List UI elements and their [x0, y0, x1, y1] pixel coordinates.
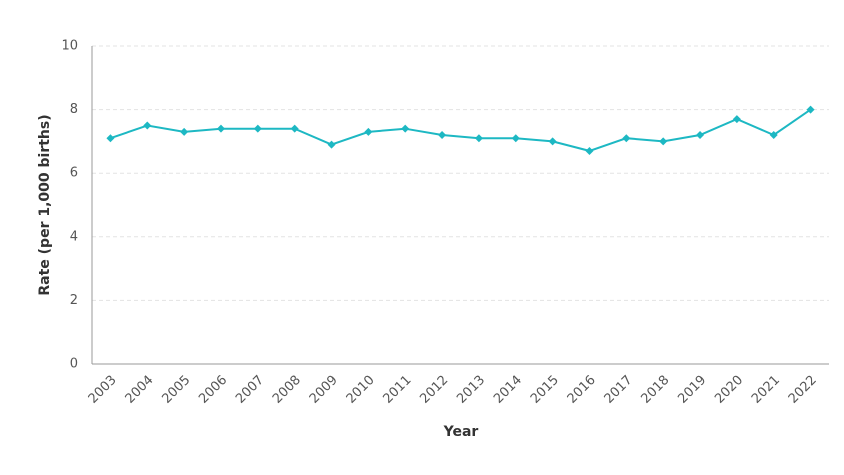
data-point [622, 134, 631, 143]
data-point [806, 105, 815, 114]
data-point [696, 131, 705, 140]
y-tick-label: 4 [70, 229, 78, 244]
data-point [438, 131, 447, 140]
x-tick-label: 2020 [712, 373, 746, 407]
x-tick-label: 2010 [344, 373, 378, 407]
y-tick-label: 6 [70, 166, 78, 181]
data-point [548, 137, 557, 146]
data-point [474, 134, 483, 143]
data-point [769, 131, 778, 140]
x-tick-label: 2004 [123, 373, 157, 407]
x-tick-label: 2021 [749, 373, 783, 407]
x-tick-label: 2008 [270, 373, 304, 407]
data-point [327, 140, 336, 149]
data-point [180, 127, 189, 136]
x-tick-label: 2006 [196, 373, 230, 407]
data-point [216, 124, 225, 133]
x-tick-label: 2007 [233, 373, 267, 407]
x-tick-label: 2019 [675, 373, 709, 407]
data-point [290, 124, 299, 133]
data-point [659, 137, 668, 146]
y-tick-label: 2 [70, 293, 78, 308]
x-tick-label: 2014 [491, 373, 525, 407]
x-tick-label: 2012 [417, 373, 451, 407]
data-point [585, 146, 594, 155]
x-tick-label: 2013 [454, 373, 488, 407]
y-axis-title: Rate (per 1,000 births) [37, 114, 53, 295]
x-tick-label: 2022 [786, 373, 820, 407]
x-tick-label: 2005 [159, 373, 193, 407]
y-tick-label: 0 [70, 357, 78, 372]
data-point [106, 134, 115, 143]
x-axis-title: Year [443, 424, 479, 440]
data-point [364, 127, 373, 136]
x-tick-label: 2016 [565, 373, 599, 407]
data-point [732, 115, 741, 124]
x-tick-label: 2011 [381, 373, 415, 407]
y-tick-label: 10 [61, 39, 78, 54]
data-point [253, 124, 262, 133]
data-point [401, 124, 410, 133]
x-tick-label: 2015 [528, 373, 562, 407]
x-tick-label: 2009 [307, 373, 341, 407]
data-point [143, 121, 152, 130]
data-line [110, 108, 812, 152]
x-tick-label: 2003 [86, 373, 120, 407]
data-point [511, 134, 520, 143]
x-tick-label: 2017 [602, 373, 636, 407]
y-tick-label: 8 [70, 102, 78, 117]
x-tick-label: 2018 [638, 373, 672, 407]
